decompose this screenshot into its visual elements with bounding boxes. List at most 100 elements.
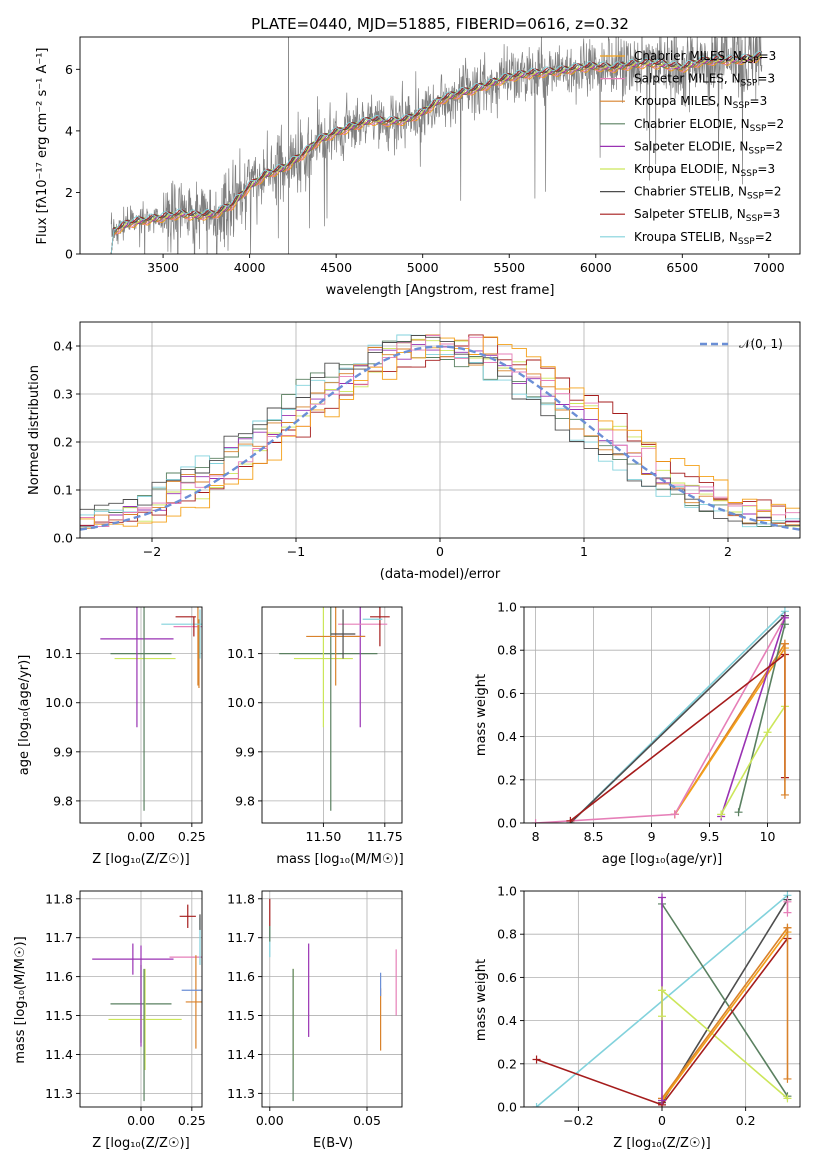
y-tick-label: 9.8 xyxy=(235,793,255,808)
y-tick-label: 11.3 xyxy=(45,1086,73,1101)
weight-marker-salpeter_stelib xyxy=(532,1055,541,1064)
legend-text: Salpeter MILES, N xyxy=(634,72,741,86)
x-tick-label: 7000 xyxy=(753,260,785,275)
weight-marker-kroupa_elodie xyxy=(658,1012,666,1021)
y-tick-label: 10.1 xyxy=(45,646,73,661)
y-tick-label: 0.2 xyxy=(497,1056,517,1071)
weight-marker-kroupa_stelib xyxy=(532,1103,541,1107)
legend-entry: 𝒩(0, 1) xyxy=(739,337,783,351)
legend-sub: SSP xyxy=(741,79,758,89)
legend-num: =2 xyxy=(764,185,782,199)
legend-sub: SSP xyxy=(733,101,750,111)
legend-num: =2 xyxy=(765,139,783,153)
x-axis-label: Z [log₁₀(Z/Z☉)] xyxy=(92,1136,189,1151)
model-salpeter_miles xyxy=(110,55,762,254)
legend-sub: SSP xyxy=(738,237,755,247)
y-tick-label: 11.6 xyxy=(45,969,73,984)
weight-line-chabrier_elodie xyxy=(737,624,786,813)
axes-frame xyxy=(79,890,203,1108)
y-tick-label: 0.6 xyxy=(497,686,517,701)
axes-frame xyxy=(523,606,801,824)
x-tick-label: 0.2 xyxy=(736,1113,756,1128)
x-axis-label: age [log₁₀(age/yr)] xyxy=(602,852,723,867)
normal-curve xyxy=(80,345,800,531)
plot-area xyxy=(80,322,800,538)
legend-text: Salpeter ELODIE, N xyxy=(634,139,748,153)
y-axis-label: Flux [fλ10⁻¹⁷ erg cm⁻² s⁻¹ A⁻¹] xyxy=(35,48,50,245)
y-tick-label: 11.6 xyxy=(227,969,255,984)
y-tick-label: 0 xyxy=(65,247,73,262)
legend-text: Kroupa ELODIE, N xyxy=(634,162,741,176)
x-tick-label: −2 xyxy=(143,544,161,559)
legend-num: =3 xyxy=(757,72,775,86)
y-tick-label: 0.0 xyxy=(497,816,517,831)
y-tick-label: 1.0 xyxy=(497,600,517,615)
y-tick-label: 9.9 xyxy=(235,744,255,759)
legend-text: Kroupa STELIB, N xyxy=(634,230,738,244)
weight-line-salpeter_elodie xyxy=(720,617,786,817)
y-tick-label: 10.0 xyxy=(227,695,255,710)
weight-marker-kroupa_elodie xyxy=(763,728,772,737)
x-tick-label: 3500 xyxy=(147,260,179,275)
weight-marker-salpeter_miles xyxy=(783,908,792,917)
plot-area xyxy=(262,891,402,1107)
x-axis-label: Z [log₁₀(Z/Z☉)] xyxy=(92,852,189,867)
plot-area xyxy=(80,607,202,823)
weight-marker-kroupa_miles xyxy=(783,923,792,932)
legend-text: Kroupa MILES, N xyxy=(634,94,733,108)
y-tick-label: 9.9 xyxy=(53,744,73,759)
y-axis-label: mass weight xyxy=(474,959,489,1041)
y-tick-label: 11.4 xyxy=(227,1047,255,1062)
legend-text: Chabrier ELODIE, N xyxy=(634,117,750,131)
weight-line-kroupa_elodie xyxy=(720,705,786,815)
legend-sub: SSP xyxy=(747,192,764,202)
legend-entry: Chabrier STELIB, NSSP=2 xyxy=(634,185,782,202)
panels: 3500 4000 4500 5000 5500 6000 6500 7000 0 2 4 6 Chab… xyxy=(13,36,801,1151)
legend-sub: SSP xyxy=(748,146,765,156)
legend-entry: Salpeter MILES, NSSP=3 xyxy=(634,72,775,89)
y-tick-label: 11.8 xyxy=(227,891,255,906)
y-tick-label: 0.0 xyxy=(497,1100,517,1115)
weight-marker-salpeter_elodie xyxy=(658,1096,666,1105)
weight-marker-kroupa_miles xyxy=(780,639,789,648)
x-tick-label: 8.5 xyxy=(584,829,604,844)
legend-text: Chabrier MILES, N xyxy=(634,49,742,63)
model-kroupa_stelib xyxy=(110,50,763,254)
y-tick-label: 0.4 xyxy=(497,729,517,744)
x-tick-label: 6500 xyxy=(666,260,698,275)
y-tick-label: 0.4 xyxy=(497,1013,517,1028)
legend-num: =2 xyxy=(766,117,784,131)
weight-marker-kroupa_elodie xyxy=(783,1094,792,1103)
y-axis-label: mass weight xyxy=(474,674,489,756)
y-axis-label: Normed distribution xyxy=(27,365,42,495)
x-axis-label: (data-model)/error xyxy=(380,567,501,582)
weight-marker-kroupa_miles xyxy=(783,1074,792,1083)
axes-frame xyxy=(523,890,801,1108)
plot-area xyxy=(110,37,763,254)
panel-age_vs_Z: 0.00 0.25 9.8 9.9 10.0 10.1 Z [log₁₀(Z/Z☉)] age… xyxy=(17,606,206,867)
x-tick-label: 9 xyxy=(648,829,656,844)
residual-hist-chabrier_stelib xyxy=(80,335,800,527)
panel-mass_vs_EBV: 0.00 0.05 11.3 11.4 11.5 11.6 11.7 11.8 E(B-V) xyxy=(227,890,403,1151)
x-tick-label: 8 xyxy=(532,829,540,844)
model-salpeter_stelib xyxy=(110,51,762,254)
weight-line-kroupa_elodie xyxy=(661,989,789,1100)
x-tick-label: 4500 xyxy=(320,260,352,275)
weight-line-chabrier_elodie xyxy=(661,903,789,1097)
plot-area xyxy=(524,891,800,1107)
legend-num: =3 xyxy=(763,207,781,221)
y-axis-label: mass [log₁₀(M/M☉)] xyxy=(13,936,28,1063)
weight-marker-kroupa_miles xyxy=(780,790,789,799)
weight-marker-salpeter_elodie xyxy=(658,893,666,902)
plot-area xyxy=(80,891,202,1107)
legend-entry: Kroupa ELODIE, NSSP=3 xyxy=(634,162,775,179)
legend-sub: SSP xyxy=(742,56,759,66)
legend-entry: Chabrier ELODIE, NSSP=2 xyxy=(634,117,784,134)
panel-residuals: −2 −1 0 1 2 0.0 0.1 0.2 0.3 0.4 𝒩(0, 1) (data-model… xyxy=(27,321,801,582)
axes-frame xyxy=(79,606,203,824)
x-axis-label: mass [log₁₀(M/M☉)] xyxy=(276,852,403,867)
y-tick-label: 10.0 xyxy=(45,695,73,710)
weight-marker-salpeter_miles xyxy=(670,810,679,819)
panel-weight_vs_age: 8 8.5 9 9.5 10 0.0 0.2 0.4 0.6 0.8 1.0 age [log₁₀(a… xyxy=(474,600,801,867)
